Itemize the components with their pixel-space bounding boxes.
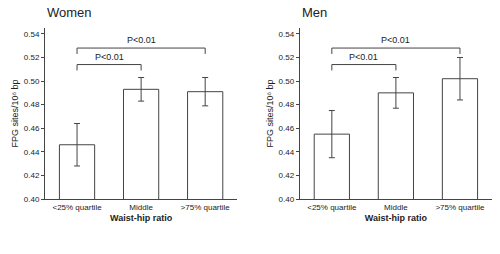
- svg-text:0.52: 0.52: [24, 53, 40, 62]
- svg-text:Waist-hip ratio: Waist-hip ratio: [365, 213, 428, 223]
- svg-text:0.48: 0.48: [24, 100, 40, 109]
- svg-text:0.46: 0.46: [24, 124, 40, 133]
- svg-text:0.52: 0.52: [279, 53, 295, 62]
- svg-text:0.42: 0.42: [279, 171, 295, 180]
- svg-text:FPG sites/10⁶ bp: FPG sites/10⁶ bp: [10, 79, 20, 147]
- svg-text:Men: Men: [302, 5, 327, 20]
- svg-text:Middle: Middle: [384, 203, 408, 212]
- svg-text:0.54: 0.54: [279, 30, 295, 39]
- svg-text:0.40: 0.40: [24, 195, 40, 204]
- svg-text:<25% quartile: <25% quartile: [52, 203, 102, 212]
- svg-text:Women: Women: [47, 5, 92, 20]
- svg-text:0.50: 0.50: [24, 77, 40, 86]
- svg-text:>75% quartile: >75% quartile: [435, 203, 485, 212]
- svg-text:0.44: 0.44: [24, 148, 40, 157]
- svg-text:P<0.01: P<0.01: [381, 35, 410, 45]
- svg-text:Waist-hip ratio: Waist-hip ratio: [110, 213, 173, 223]
- svg-text:0.40: 0.40: [279, 195, 295, 204]
- svg-text:0.54: 0.54: [24, 30, 40, 39]
- svg-text:0.50: 0.50: [279, 77, 295, 86]
- svg-text:0.48: 0.48: [279, 100, 295, 109]
- svg-text:P<0.01: P<0.01: [127, 35, 156, 45]
- svg-text:<25% quartile: <25% quartile: [307, 203, 357, 212]
- svg-text:P<0.01: P<0.01: [349, 52, 378, 62]
- svg-text:0.46: 0.46: [279, 124, 295, 133]
- svg-text:P<0.01: P<0.01: [95, 52, 124, 62]
- svg-text:Middle: Middle: [129, 203, 153, 212]
- svg-text:FPG sites/10⁶ bp: FPG sites/10⁶ bp: [265, 79, 275, 147]
- svg-text:>75% quartile: >75% quartile: [181, 203, 231, 212]
- svg-text:0.44: 0.44: [279, 148, 295, 157]
- svg-text:0.42: 0.42: [24, 171, 40, 180]
